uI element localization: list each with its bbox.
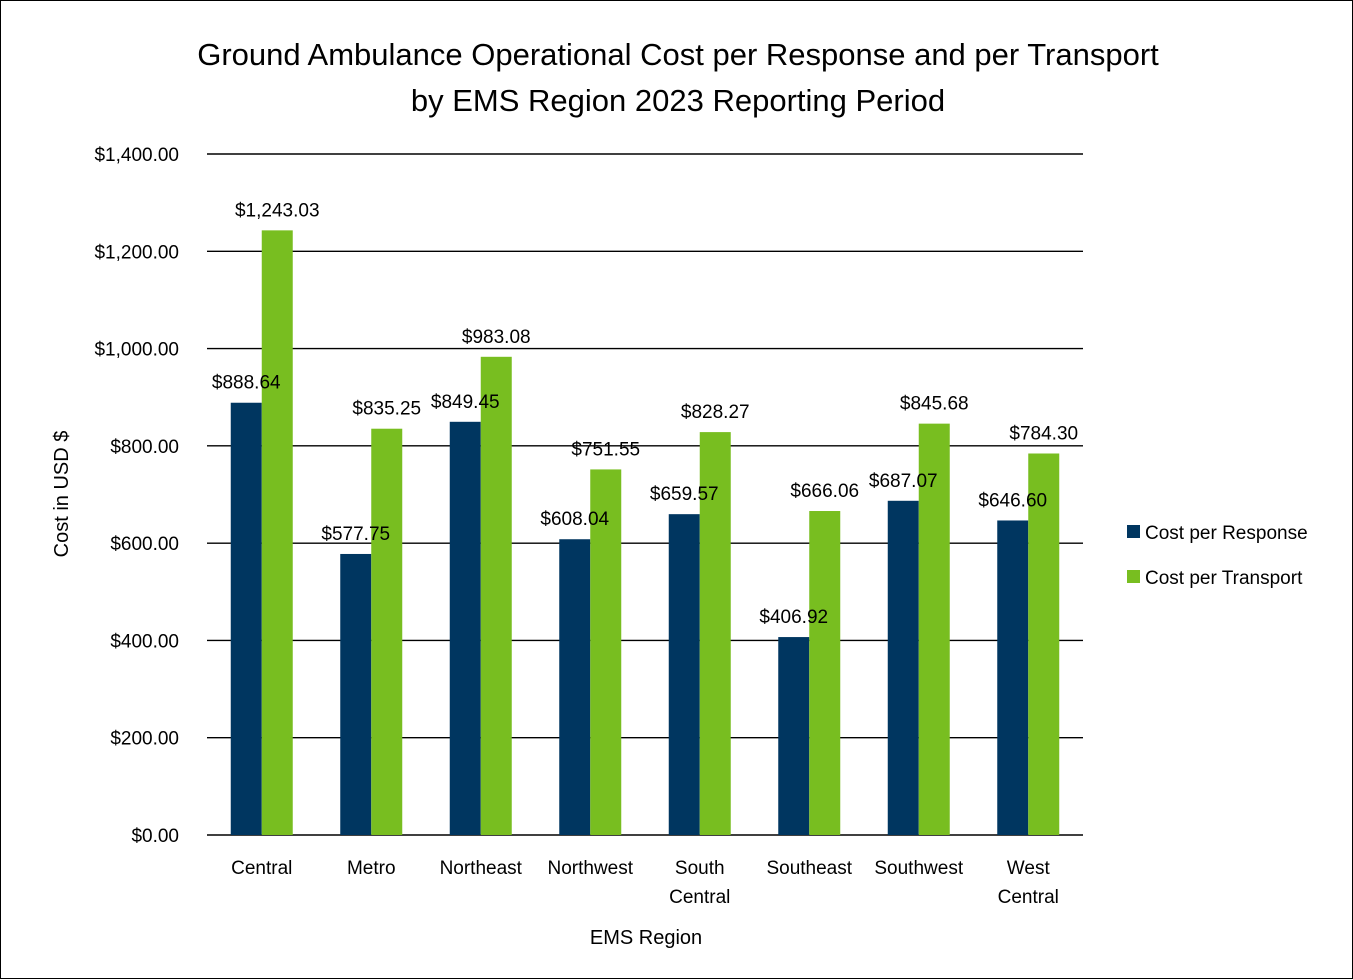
x-tick-label: Northeast — [440, 858, 523, 879]
data-label: $659.57 — [650, 484, 719, 505]
bar-cost-per-transport — [1028, 453, 1060, 835]
bar-cost-per-response — [449, 421, 481, 835]
data-label: $666.06 — [790, 481, 859, 502]
x-tick-label: South — [675, 858, 725, 879]
chart-title-line: by EMS Region 2023 Reporting Period — [411, 83, 945, 118]
legend-swatch-transport — [1127, 570, 1140, 583]
x-tick-label: Southwest — [874, 858, 963, 879]
data-label: $849.45 — [431, 392, 500, 413]
bar-cost-per-response — [340, 553, 372, 835]
y-tick-label: $1,000.00 — [94, 340, 179, 361]
bar-cost-per-transport — [918, 423, 950, 835]
x-tick-label: West — [1007, 858, 1051, 879]
data-label: $784.30 — [1009, 423, 1078, 444]
bar-cost-per-transport — [480, 356, 512, 835]
data-label: $835.25 — [352, 399, 421, 420]
bar-cost-per-response — [559, 539, 591, 835]
data-label: $751.55 — [571, 439, 640, 460]
y-tick-label: $200.00 — [110, 729, 179, 750]
data-label: $828.27 — [681, 402, 750, 423]
x-tick-label: Central — [231, 858, 292, 879]
bar-cost-per-response — [997, 520, 1029, 835]
x-tick-label: Southeast — [766, 858, 852, 879]
legend-label: Cost per Response — [1145, 523, 1308, 544]
data-label: $1,243.03 — [235, 200, 320, 221]
y-tick-label: $0.00 — [131, 826, 179, 847]
bar-cost-per-transport — [699, 432, 731, 835]
data-label: $983.08 — [462, 327, 531, 348]
data-label: $845.68 — [900, 394, 969, 415]
bar-cost-per-response — [668, 514, 700, 835]
x-axis-title: EMS Region — [590, 927, 702, 949]
y-tick-label: $800.00 — [110, 437, 179, 458]
data-label: $888.64 — [212, 373, 281, 394]
x-tick-label: Central — [669, 887, 730, 908]
data-label: $608.04 — [540, 509, 609, 530]
y-tick-label: $400.00 — [110, 631, 179, 652]
data-label: $577.75 — [321, 524, 390, 545]
bar-cost-per-transport — [371, 428, 403, 835]
y-tick-label: $600.00 — [110, 534, 179, 555]
x-tick-label: Northwest — [547, 858, 633, 879]
y-tick-label: $1,400.00 — [94, 145, 179, 166]
y-axis-title: Cost in USD $ — [51, 431, 73, 558]
legend-label: Cost per Transport — [1145, 568, 1303, 589]
bar-cost-per-response — [230, 402, 262, 835]
bar-cost-per-response — [887, 500, 919, 835]
chart-title-line: Ground Ambulance Operational Cost per Re… — [197, 37, 1159, 72]
bar-cost-per-transport — [590, 469, 622, 835]
data-label: $687.07 — [869, 471, 938, 492]
bar-cost-per-transport — [261, 230, 293, 836]
legend-swatch-response — [1127, 525, 1140, 538]
data-label: $646.60 — [978, 490, 1047, 511]
x-tick-label: Metro — [347, 858, 396, 879]
bar-cost-per-transport — [809, 511, 841, 835]
y-tick-label: $1,200.00 — [94, 242, 179, 263]
bar-cost-per-response — [778, 637, 810, 835]
data-label: $406.92 — [759, 607, 828, 628]
x-tick-label: Central — [998, 887, 1059, 908]
